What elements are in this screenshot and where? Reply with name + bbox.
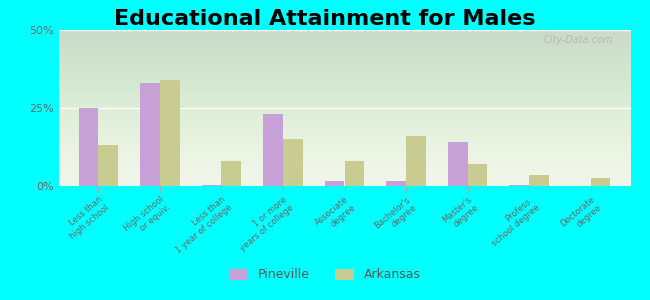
- Bar: [386, 181, 406, 186]
- Text: Educational Attainment for Males: Educational Attainment for Males: [114, 9, 536, 29]
- Legend: Pineville, Arkansas: Pineville, Arkansas: [223, 262, 427, 288]
- Bar: [529, 175, 549, 186]
- Bar: [283, 139, 303, 186]
- Bar: [222, 161, 241, 186]
- Bar: [99, 146, 118, 186]
- Bar: [202, 185, 222, 186]
- Bar: [263, 114, 283, 186]
- Bar: [406, 136, 426, 186]
- Bar: [79, 108, 99, 186]
- Bar: [510, 185, 529, 186]
- Bar: [160, 80, 179, 186]
- Bar: [325, 181, 344, 186]
- Bar: [448, 142, 467, 186]
- Bar: [467, 164, 488, 186]
- Bar: [140, 83, 160, 186]
- Bar: [344, 161, 364, 186]
- Bar: [590, 178, 610, 186]
- Text: City-Data.com: City-Data.com: [543, 35, 614, 45]
